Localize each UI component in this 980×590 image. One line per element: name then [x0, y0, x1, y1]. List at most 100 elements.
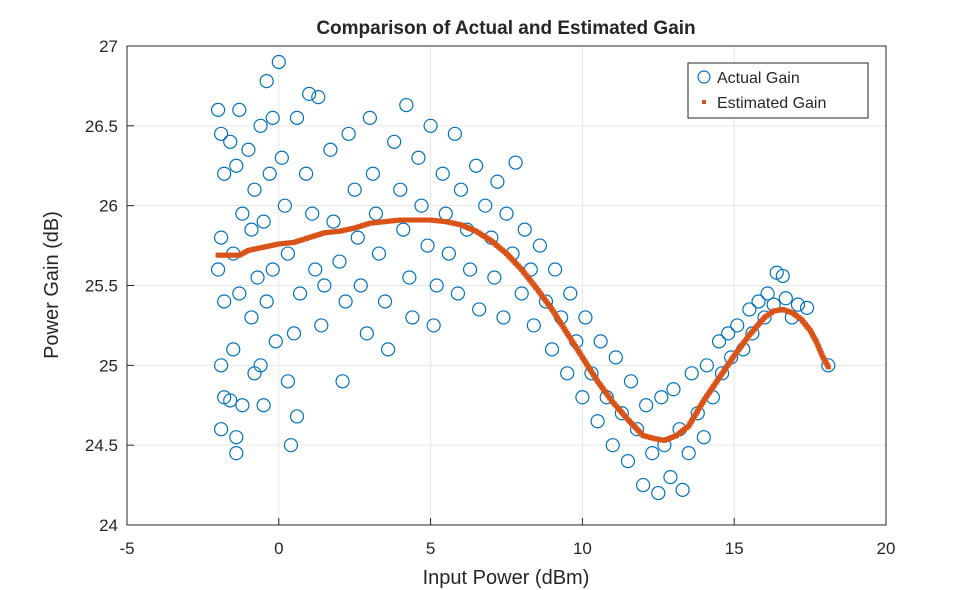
actual-gain-point: [645, 446, 660, 461]
actual-gain-point: [462, 262, 478, 277]
x-axis-ticks: -5 0 5 10 15 20: [119, 518, 895, 558]
actual-gain-point: [426, 318, 441, 333]
estimated-gain-point: [273, 242, 279, 248]
actual-gain-point: [666, 382, 681, 397]
actual-gain-point: [636, 477, 651, 493]
actual-gain-point: [223, 393, 238, 408]
actual-gain-point: [359, 326, 374, 341]
estimated-gain-point: [256, 245, 262, 251]
actual-gain-point: [778, 291, 793, 306]
actual-gain-point: [271, 54, 286, 70]
estimated-gain-point: [433, 218, 439, 224]
estimated-gain-point: [430, 217, 436, 223]
actual-gain-point: [299, 166, 314, 181]
actual-gain-point: [684, 366, 699, 381]
y-tick-label: 27: [99, 37, 118, 56]
actual-gain-point: [575, 390, 590, 405]
legend-actual-label: Actual Gain: [717, 70, 800, 87]
estimated-gain-point: [420, 217, 426, 223]
estimated-gain-point: [405, 217, 411, 223]
actual-gain-point: [229, 158, 244, 173]
x-tick-label: 10: [573, 539, 592, 558]
estimated-gain-point: [278, 241, 284, 247]
actual-gain-point: [210, 102, 226, 117]
estimated-gain-point: [296, 238, 302, 244]
actual-gain-point: [214, 358, 229, 373]
actual-gain-point: [711, 334, 727, 349]
actual-gain-point: [232, 102, 247, 117]
actual-gain-point: [371, 246, 387, 261]
actual-gain-point: [253, 118, 268, 133]
actual-gain-point: [338, 294, 353, 309]
actual-gain-point: [247, 182, 262, 197]
actual-gain-point: [699, 358, 714, 373]
actual-gain-point: [730, 318, 745, 333]
estimated-gain-point: [450, 220, 456, 226]
actual-gain-point: [214, 230, 229, 245]
actual-gain-point: [420, 238, 435, 253]
estimated-gain-point: [374, 219, 380, 225]
actual-gain-point: [478, 198, 493, 213]
actual-gain-point: [614, 406, 629, 421]
estimated-gain-point: [339, 228, 345, 234]
actual-gain-point: [380, 342, 396, 357]
estimated-gain-point: [435, 218, 441, 224]
actual-gain-point: [721, 326, 736, 341]
actual-gain-point: [256, 398, 271, 413]
actual-gain-point: [405, 310, 420, 325]
estimated-gain-point: [380, 219, 386, 225]
estimated-gain-point: [440, 218, 446, 224]
estimated-gain-point: [276, 241, 282, 247]
estimated-gain-point: [342, 227, 348, 233]
estimated-gain-point: [382, 219, 388, 225]
actual-gain-point: [308, 262, 323, 277]
estimated-gain-point: [291, 239, 297, 245]
actual-gain-point: [323, 142, 338, 157]
actual-gain-point: [490, 174, 505, 189]
actual-gain-point: [289, 409, 305, 424]
actual-gain-point: [350, 230, 365, 245]
estimated-gain-point: [352, 225, 358, 231]
actual-gain-point: [326, 214, 341, 229]
y-axis-label: Power Gain (dB): [41, 211, 63, 359]
actual-gain-point: [274, 150, 289, 165]
actual-gain-point: [335, 374, 350, 389]
estimated-gain-point: [268, 243, 274, 249]
estimated-gain-series: [215, 217, 831, 443]
actual-gain-point: [396, 222, 411, 237]
actual-gain-point: [368, 206, 384, 221]
estimated-gain-point: [453, 221, 459, 227]
actual-gain-point: [675, 482, 690, 497]
actual-gain-point: [247, 366, 262, 381]
actual-gain-point: [544, 342, 560, 357]
estimated-gain-point: [263, 244, 269, 250]
actual-gain-point: [232, 286, 247, 301]
actual-gain-point: [414, 198, 429, 213]
actual-gain-point: [620, 454, 636, 469]
estimated-gain-point: [258, 245, 264, 251]
actual-gain-point: [608, 350, 623, 365]
x-axis-label: Input Power (dBm): [423, 567, 590, 589]
chart-title: Comparison of Actual and Estimated Gain: [316, 18, 695, 39]
actual-gain-point: [472, 302, 487, 317]
x-tick-label: 0: [274, 539, 283, 558]
actual-gain-point: [223, 134, 238, 149]
actual-gain-point: [217, 166, 232, 181]
actual-gain-point: [393, 182, 408, 197]
actual-gain-point: [629, 422, 645, 437]
estimated-gain-point: [410, 217, 416, 223]
actual-gain-point: [317, 278, 332, 293]
y-axis-ticks: 24 24.5 25 25.5 26 26.5 27: [85, 37, 134, 535]
actual-gain-point: [411, 150, 426, 165]
actual-gain-point: [651, 485, 666, 501]
actual-gain-point: [751, 294, 766, 309]
estimated-gain-point: [397, 217, 403, 223]
estimated-gain-point: [316, 231, 322, 237]
y-tick-label: 25.5: [85, 277, 118, 296]
estimated-gain-point: [400, 217, 406, 223]
actual-gain-point: [532, 238, 547, 253]
actual-gain-point: [214, 126, 229, 141]
estimated-gain-point: [362, 222, 368, 228]
estimated-gain-point: [392, 218, 398, 224]
estimated-gain-point: [825, 364, 831, 370]
